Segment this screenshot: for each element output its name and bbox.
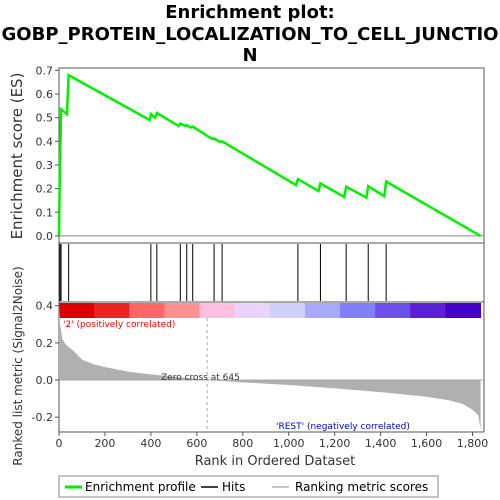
es-y-tick-label: 0.0: [36, 230, 54, 243]
metric-y-tick-label: 0.4: [36, 300, 54, 313]
legend-metric-label: Ranking metric scores: [295, 480, 428, 494]
rank-color-band-segment: [304, 303, 341, 318]
legend-hits-label: Hits: [222, 480, 245, 494]
es-y-tick-label: 0.4: [36, 135, 54, 148]
es-y-axis-label: Enrichment score (ES): [8, 73, 26, 240]
rank-color-band-segment: [269, 303, 306, 318]
es-y-tick-label: 0.7: [36, 64, 54, 77]
rank-color-band-segment: [340, 303, 376, 318]
rank-color-band-segment: [59, 303, 95, 318]
legend-es-label: Enrichment profile: [85, 480, 196, 494]
es-y-tick-label: 0.3: [36, 159, 54, 172]
hits-plot-area: [59, 244, 482, 318]
x-tick-label: 0: [56, 437, 63, 450]
title-line-1: Enrichment plot:: [165, 2, 335, 23]
x-axis-label: Rank in Ordered Dataset: [195, 454, 356, 469]
metric-y-axis-label: Ranked list metric (Signal2Noise): [11, 266, 25, 465]
x-tick-label: 600: [186, 437, 207, 450]
metric-plot-area: [59, 302, 484, 432]
es-y-tick-label: 0.6: [36, 88, 54, 101]
rank-color-band-segment: [164, 303, 201, 318]
es-y-tick-label: 0.1: [36, 206, 54, 219]
x-tick-label: 200: [94, 437, 115, 450]
positive-correlation-label: '2' (positively correlated): [63, 320, 175, 330]
x-tick-label: 1,000: [273, 437, 305, 450]
metric-y-tick-label: -0.2: [32, 411, 53, 424]
rank-color-band-segment: [445, 303, 482, 318]
zero-cross-label: Zero cross at 645: [161, 373, 240, 383]
x-tick-label: 800: [232, 437, 253, 450]
title-line-3: N: [242, 45, 257, 66]
es-panel-frame: [58, 67, 485, 244]
es-y-tick-label: 0.5: [36, 112, 54, 125]
axes: 0.0 0.1 0.2 0.3 0.4 0.5 0.6 0.7 -0.2 0.0 0.2 0.4 0 20…: [32, 64, 489, 450]
es-y-tick-label: 0.2: [36, 183, 54, 196]
rank-color-band-segment: [94, 303, 130, 318]
x-tick-label: 400: [140, 437, 161, 450]
hits-panel-frame: [58, 242, 485, 303]
metric-y-tick-label: 0.0: [36, 374, 54, 387]
rank-color-band-segment: [410, 303, 446, 318]
es-plot-area: [57, 73, 484, 237]
rank-color-band-segment: [375, 303, 411, 318]
metric-y-tick-label: 0.2: [36, 337, 54, 350]
rank-color-band-segment: [234, 303, 271, 318]
title-line-2: GOBP_PROTEIN_LOCALIZATION_TO_CELL_JUNCTI…: [2, 24, 499, 45]
rank-color-band-segment: [129, 303, 165, 318]
rank-color-band-segment: [199, 303, 236, 318]
negative-correlation-label: 'REST' (negatively correlated): [276, 422, 410, 432]
x-tick-label: 1,200: [319, 437, 351, 450]
x-tick-label: 1,800: [457, 437, 489, 450]
x-tick-label: 1,600: [411, 437, 443, 450]
es-profile-line: [57, 73, 482, 237]
legend-box: [58, 475, 439, 498]
x-tick-label: 1,400: [365, 437, 397, 450]
